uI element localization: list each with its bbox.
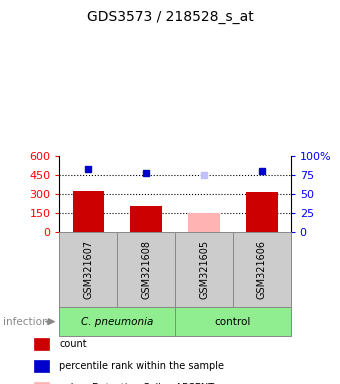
Text: percentile rank within the sample: percentile rank within the sample bbox=[59, 361, 224, 371]
Bar bbox=[175, 307, 291, 336]
Bar bbox=[72, 191, 104, 232]
Text: GSM321607: GSM321607 bbox=[83, 240, 94, 299]
Text: value, Detection Call = ABSENT: value, Detection Call = ABSENT bbox=[59, 383, 215, 384]
Bar bbox=[130, 206, 162, 232]
Bar bbox=[59, 232, 117, 307]
Bar bbox=[117, 232, 175, 307]
Text: control: control bbox=[215, 316, 251, 327]
Bar bbox=[188, 213, 220, 232]
Bar bbox=[59, 307, 175, 336]
Text: GDS3573 / 218528_s_at: GDS3573 / 218528_s_at bbox=[87, 10, 253, 23]
Text: GSM321605: GSM321605 bbox=[199, 240, 209, 299]
Text: C. pneumonia: C. pneumonia bbox=[81, 316, 153, 327]
Text: infection: infection bbox=[3, 316, 49, 327]
Text: GSM321606: GSM321606 bbox=[257, 240, 267, 299]
Bar bbox=[175, 232, 233, 307]
Bar bbox=[246, 192, 278, 232]
Text: GSM321608: GSM321608 bbox=[141, 240, 151, 299]
Bar bbox=[233, 232, 291, 307]
Text: count: count bbox=[59, 339, 87, 349]
